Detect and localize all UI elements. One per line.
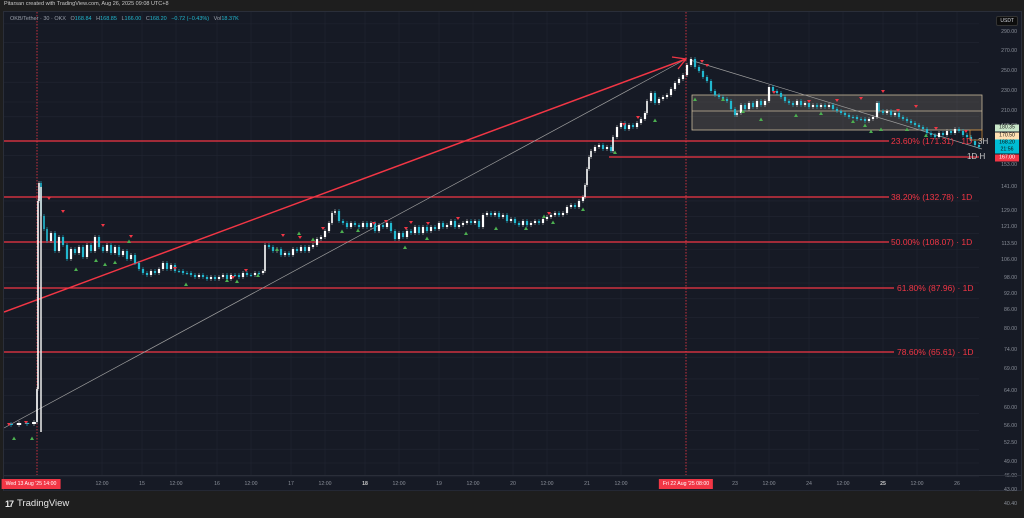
credit-bar: Pitarsan created with TradingView.com, A… — [0, 0, 1024, 11]
time-tick: 12:00 — [762, 481, 776, 487]
price-tick: 43.00 — [1004, 487, 1017, 493]
time-tick: 26 — [954, 481, 960, 487]
price-tick: 270.00 — [1001, 48, 1017, 54]
time-tick: 12:00 — [836, 481, 850, 487]
symbol-name[interactable]: OKB/Tether · 30 · OKX — [10, 16, 66, 22]
time-highlight-tag: Wed 13 Aug '25 14:00 — [1, 479, 61, 489]
high-value: 168.85 — [100, 16, 117, 22]
price-tick: 290.00 — [1001, 29, 1017, 35]
time-highlight-tag: Fri 22 Aug '25 08:00 — [658, 479, 714, 489]
price-tick: 86.00 — [1004, 307, 1017, 313]
time-tick: 20 — [510, 481, 516, 487]
price-tick: 69.00 — [1004, 366, 1017, 372]
time-tick: 12:00 — [244, 481, 258, 487]
price-tick: 52.50 — [1004, 440, 1017, 446]
fib-level-label[interactable]: 50.00% (108.07) · 1D — [891, 237, 973, 247]
price-tag: 21:56 — [995, 146, 1019, 154]
time-tick: 17 — [288, 481, 294, 487]
tradingview-branding: 17 TradingView — [5, 498, 69, 509]
time-tick: 12:00 — [614, 481, 628, 487]
price-tag: 180.35 — [995, 124, 1019, 132]
price-tick: 250.00 — [1001, 68, 1017, 74]
fib-level-label[interactable]: 23.60% (171.31) · 1D — [891, 136, 973, 146]
price-chart[interactable] — [4, 12, 1023, 492]
time-tick: 15 — [139, 481, 145, 487]
currency-badge[interactable]: USDT — [996, 16, 1018, 26]
price-tick: 80.00 — [1004, 326, 1017, 332]
time-tick: 12:00 — [318, 481, 332, 487]
time-tick: 23 — [732, 481, 738, 487]
time-tick: 12:00 — [466, 481, 480, 487]
price-tick: 64.00 — [1004, 388, 1017, 394]
price-tick: 121.00 — [1001, 224, 1017, 230]
price-tick: 98.00 — [1004, 275, 1017, 281]
symbol-legend: OKB/Tether · 30 · OKX O168.84 H168.85 L1… — [10, 16, 239, 22]
chart-pane[interactable]: OKB/Tether · 30 · OKX O168.84 H168.85 L1… — [1, 11, 1023, 507]
price-tick: 74.00 — [1004, 347, 1017, 353]
price-tick: 230.00 — [1001, 88, 1017, 94]
time-tick: 12:00 — [169, 481, 183, 487]
price-tick: 40.40 — [1004, 501, 1017, 507]
price-tick: 106.00 — [1001, 257, 1017, 263]
price-tick: 129.00 — [1001, 208, 1017, 214]
low-value: 166.00 — [124, 16, 142, 22]
price-tick: 141.00 — [1001, 184, 1017, 190]
price-tick: 210.00 — [1001, 108, 1017, 114]
time-tick: 12:00 — [540, 481, 554, 487]
time-tick: 18 — [362, 481, 368, 487]
price-tick: 113.50 — [1001, 241, 1017, 247]
price-tick: 60.00 — [1004, 405, 1017, 411]
price-tick: 56.00 — [1004, 423, 1017, 429]
price-tag: 170.50 — [995, 132, 1019, 140]
fib-level-label[interactable]: 61.80% (87.96) · 1D — [897, 283, 974, 293]
price-tick: 153.00 — [1001, 162, 1017, 168]
change-value: −0.72 (−0.43%) — [171, 16, 210, 22]
time-axis[interactable]: 12:00 15 12:00 16 12:00 17 12:00 18 12:00 19 12:00… — [1, 475, 1021, 491]
fib-level-label[interactable]: 38.20% (132.78) · 1D — [891, 192, 973, 202]
open-value: 168.84 — [74, 16, 92, 22]
price-tag: 167.00 — [995, 154, 1019, 162]
time-tick: 12:00 — [95, 481, 109, 487]
volume-value: 18.37K — [221, 16, 239, 22]
tradingview-logo-icon: 17 — [5, 498, 14, 509]
time-tick: 19 — [436, 481, 442, 487]
time-tick: 25 — [880, 481, 886, 487]
price-tick: 46.00 — [1004, 473, 1017, 479]
credit-text: Pitarsan created with TradingView.com, A… — [4, 1, 169, 7]
time-tick: 24 — [806, 481, 812, 487]
brand-name: TradingView — [17, 498, 70, 509]
time-tick: 12:00 — [392, 481, 406, 487]
close-value: 168.20 — [149, 16, 167, 22]
price-tick: 92.00 — [1004, 291, 1017, 297]
timeframe-label-3h: 3H — [978, 137, 989, 146]
time-tick: 21 — [584, 481, 590, 487]
fib-level-label[interactable]: 78.60% (65.61) · 1D — [897, 347, 974, 357]
price-tick: 49.00 — [1004, 459, 1017, 465]
time-tick: 16 — [214, 481, 220, 487]
price-tag: 168.20 — [995, 139, 1019, 147]
time-tick: 12:00 — [910, 481, 924, 487]
timeframe-label-1d: 1D H — [967, 152, 986, 161]
